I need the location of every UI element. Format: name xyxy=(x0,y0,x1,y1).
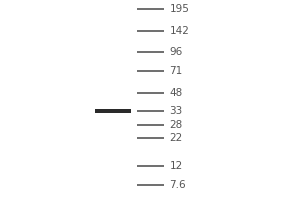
Text: 28: 28 xyxy=(169,120,183,130)
Text: 96: 96 xyxy=(169,47,183,57)
Text: 71: 71 xyxy=(169,66,183,76)
Bar xyxy=(94,109,130,113)
Text: 22: 22 xyxy=(169,133,183,143)
Text: 7.6: 7.6 xyxy=(169,180,186,190)
Text: 12: 12 xyxy=(169,161,183,171)
Text: 48: 48 xyxy=(169,88,183,98)
Text: 142: 142 xyxy=(169,26,189,36)
Text: 33: 33 xyxy=(169,106,183,116)
Text: 195: 195 xyxy=(169,4,189,14)
